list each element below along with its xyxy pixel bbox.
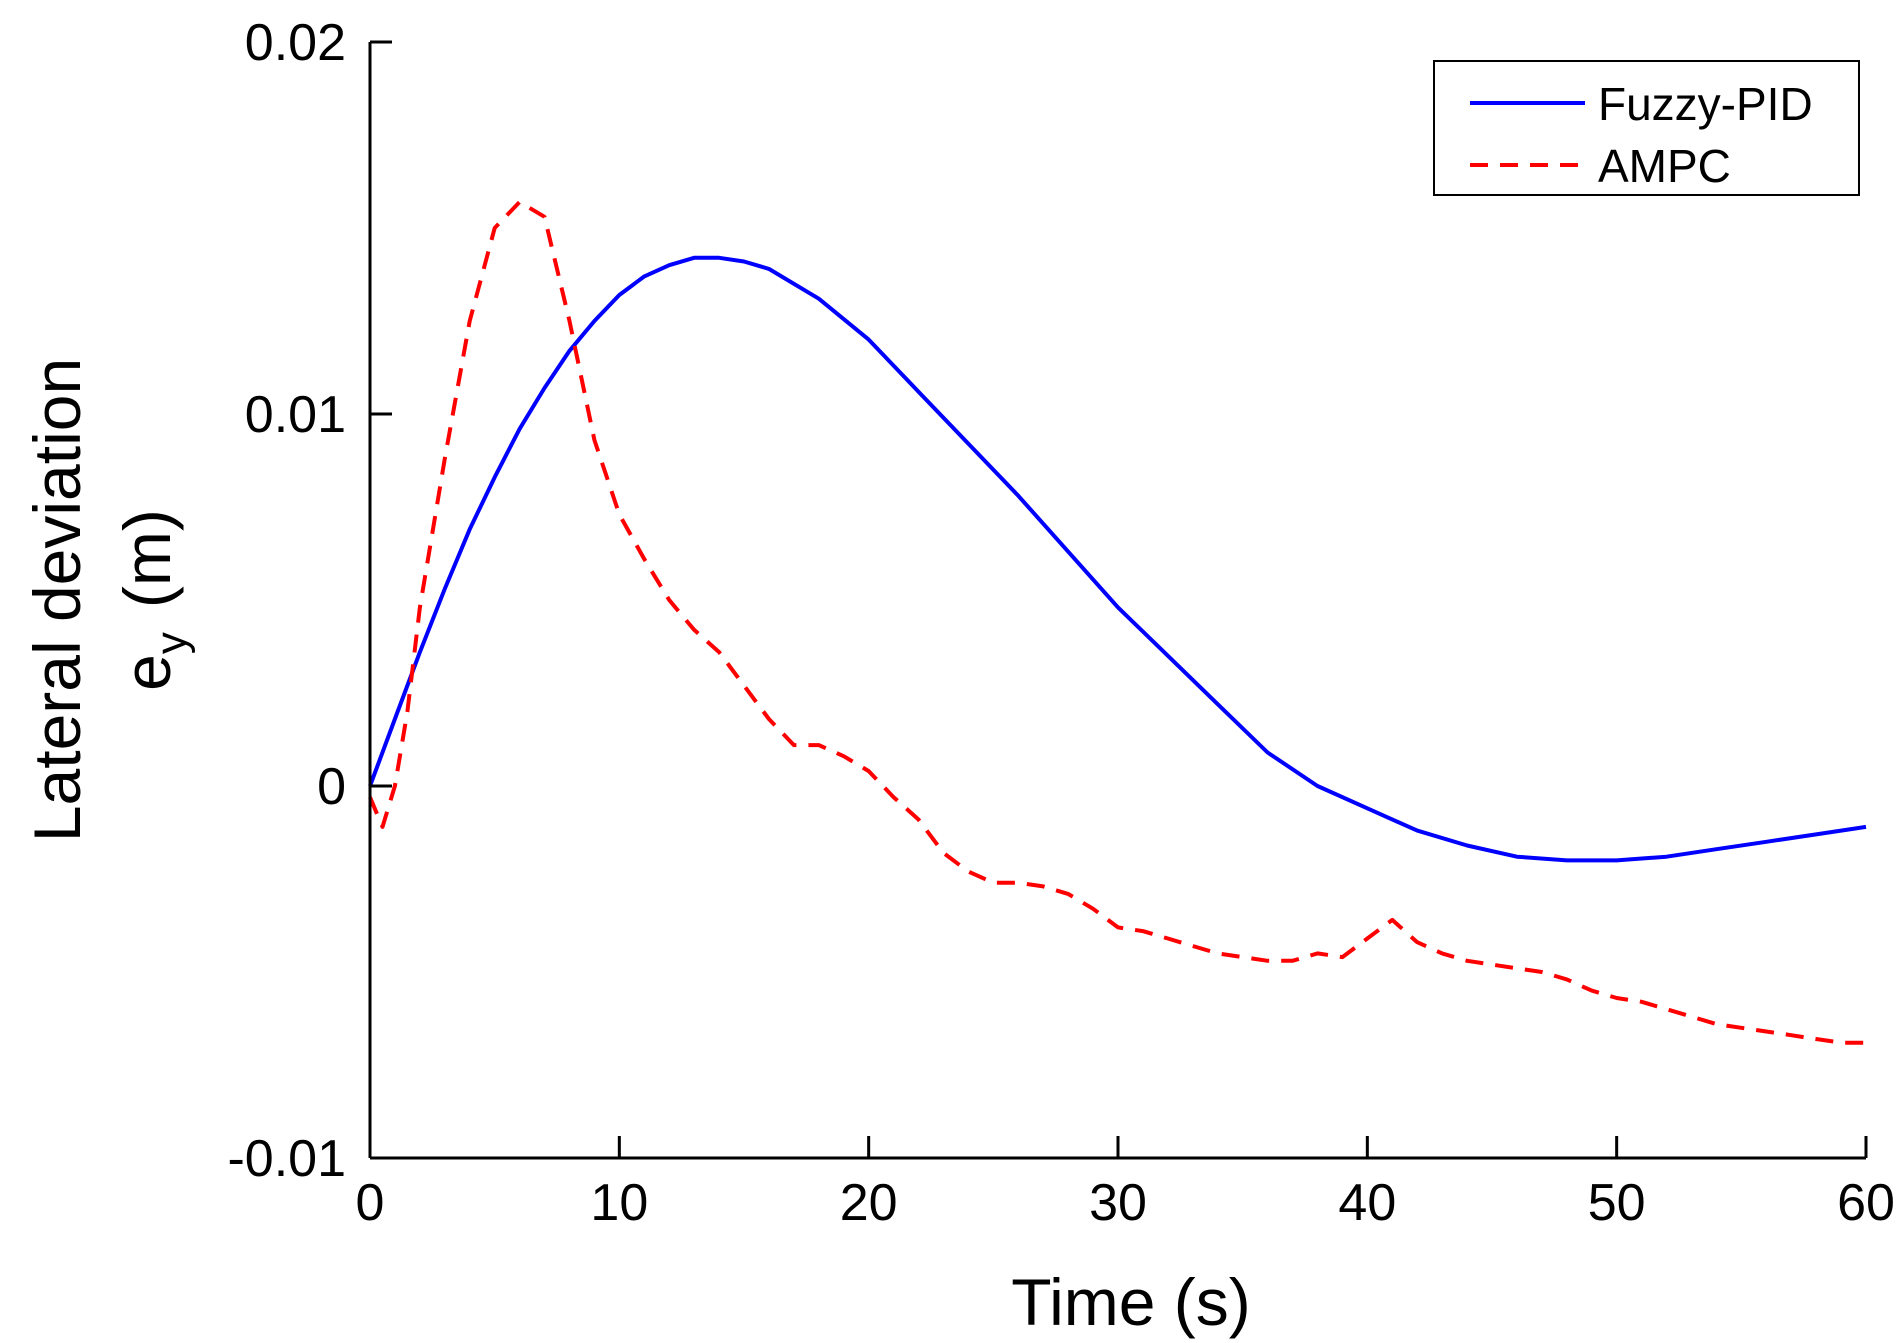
- y-tick-label: 0.01: [245, 386, 346, 444]
- series-line-fuzzy-pid: [368, 255, 1867, 863]
- legend-box: [1433, 60, 1860, 196]
- x-tick-label: 30: [1089, 1174, 1147, 1232]
- series-layer: [368, 200, 1867, 1045]
- x-tick-label: 20: [840, 1174, 898, 1232]
- x-tick-label: 0: [356, 1174, 385, 1232]
- y-tick-label: 0.02: [245, 14, 346, 72]
- series-line-ampc: [368, 200, 1866, 1045]
- x-ticks: 0 10 20 30 40 50 60: [356, 1136, 1895, 1232]
- x-tick-label: 50: [1588, 1174, 1646, 1232]
- y-ticks: -0.01 0 0.01 0.02: [227, 14, 392, 1188]
- legend: Fuzzy-PID AMPC: [1433, 60, 1860, 196]
- y-axis-symbol: e: [110, 654, 184, 691]
- y-axis-title: Lateral deviation ey (m): [20, 358, 196, 842]
- legend-label-ampc: AMPC: [1598, 140, 1731, 192]
- x-axis-title: Time (s): [1011, 1265, 1251, 1339]
- x-tick-label: 60: [1837, 1174, 1895, 1232]
- legend-label-fuzzy-pid: Fuzzy-PID: [1598, 78, 1813, 130]
- x-tick-label: 10: [590, 1174, 648, 1232]
- x-tick-label: 40: [1338, 1174, 1396, 1232]
- y-axis-title-line2: ey (m): [110, 509, 196, 691]
- y-axis-subscript: y: [147, 632, 196, 654]
- y-axis-title-line1: Lateral deviation: [20, 358, 94, 842]
- y-tick-label: 0: [317, 758, 346, 816]
- y-axis-unit: (m): [110, 509, 184, 608]
- y-tick-label: -0.01: [227, 1130, 346, 1188]
